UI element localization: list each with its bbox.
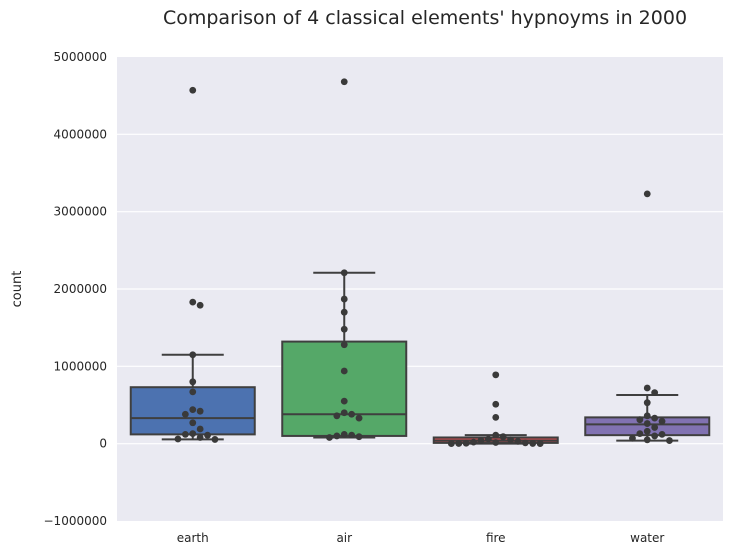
- y-tick-labels: −1000000 0 1000000 2000000 3000000 4000000 500…: [44, 50, 108, 528]
- swarm-point: [636, 430, 644, 438]
- swarm-point: [651, 389, 659, 397]
- x-tick-label-earth: earth: [177, 531, 209, 545]
- grid-lines: [117, 133, 723, 445]
- swarm-point: [340, 269, 348, 277]
- swarm-point: [340, 341, 348, 349]
- swarm-point: [196, 425, 204, 433]
- x-tick-labels: earth air fire water: [177, 531, 665, 545]
- swarm-point: [643, 399, 651, 407]
- x-tick-label-air: air: [336, 531, 352, 545]
- y-tick-label: −1000000: [44, 514, 108, 528]
- swarm-point: [340, 295, 348, 303]
- swarm-point: [521, 439, 529, 447]
- swarm-point: [340, 397, 348, 405]
- x-tick-label-water: water: [630, 531, 664, 545]
- swarm-point: [462, 439, 470, 447]
- swarm-points: [174, 78, 673, 448]
- swarm-point: [470, 438, 477, 446]
- swarm-point: [340, 409, 348, 417]
- swarm-point: [492, 413, 500, 421]
- y-tick-label: 4000000: [54, 127, 107, 141]
- swarm-point: [643, 420, 651, 427]
- swarm-point: [499, 433, 507, 441]
- swarm-point: [174, 435, 182, 443]
- swarm-point: [643, 412, 651, 420]
- swarm-point: [189, 86, 197, 94]
- swarm-point: [340, 367, 348, 375]
- swarm-point: [643, 427, 651, 435]
- swarm-point: [492, 431, 500, 439]
- swarm-point: [189, 378, 197, 386]
- swarm-point: [189, 388, 197, 396]
- y-tick-label: 3000000: [54, 205, 107, 219]
- swarm-point: [189, 298, 197, 306]
- swarm-point: [196, 407, 204, 415]
- swarm-point: [492, 371, 500, 379]
- swarm-point: [211, 436, 219, 443]
- swarm-point: [181, 430, 189, 438]
- swarm-point: [658, 430, 666, 438]
- swarm-point: [196, 434, 204, 441]
- swarm-point: [340, 430, 348, 438]
- y-axis-label: count: [10, 271, 25, 308]
- swarm-point: [355, 414, 363, 422]
- swarm-point: [529, 440, 537, 447]
- swarm-point: [189, 351, 197, 359]
- y-tick-label: 5000000: [54, 50, 107, 64]
- swarm-point: [333, 412, 341, 420]
- swarm-point: [651, 424, 659, 431]
- swarm-point: [514, 437, 522, 445]
- swarm-point: [340, 308, 348, 316]
- swarm-point: [189, 430, 197, 438]
- swarm-point: [455, 440, 463, 447]
- swarm-point: [333, 432, 341, 440]
- swarm-point: [651, 414, 659, 422]
- y-tick-label: 2000000: [54, 282, 107, 296]
- swarm-point: [340, 325, 348, 333]
- swarm-point: [492, 439, 500, 446]
- swarm-point: [477, 437, 485, 444]
- swarm-point: [651, 432, 659, 440]
- x-tick-label-fire: fire: [486, 531, 506, 545]
- swarm-point: [447, 440, 455, 448]
- chart-title: Comparison of 4 classical elements' hypn…: [163, 7, 687, 29]
- y-tick-label: 0: [99, 437, 107, 451]
- swarm-point: [189, 419, 197, 427]
- swarm-point: [348, 410, 356, 418]
- box-body: [281, 340, 408, 437]
- swarm-point: [189, 406, 197, 414]
- swarm-point: [326, 434, 333, 441]
- swarm-point: [348, 431, 356, 439]
- swarm-point: [666, 437, 673, 444]
- swarm-point: [536, 440, 544, 447]
- swarm-point: [636, 416, 644, 424]
- swarm-point: [492, 400, 500, 408]
- swarm-point: [507, 436, 514, 444]
- swarm-point: [658, 417, 666, 425]
- swarm-point: [181, 410, 189, 418]
- swarm-point: [340, 78, 348, 86]
- swarm-point: [643, 190, 651, 198]
- swarm-point: [204, 431, 211, 439]
- swarm-point: [484, 435, 492, 443]
- swarm-point: [355, 433, 363, 441]
- y-tick-label: 1000000: [54, 359, 107, 373]
- swarm-point: [643, 384, 651, 392]
- swarm-point: [196, 301, 204, 309]
- swarm-point: [629, 434, 636, 442]
- swarm-point: [643, 436, 651, 444]
